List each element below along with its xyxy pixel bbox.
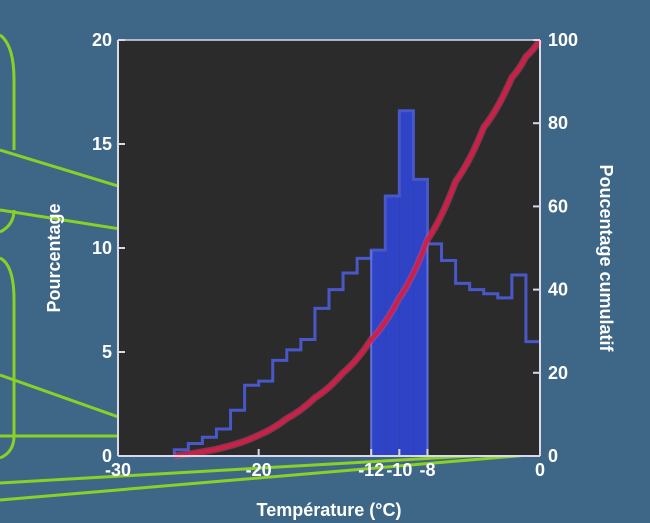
- y-tick-label-4: 20: [92, 30, 112, 50]
- y-tick-label-3: 15: [92, 134, 112, 154]
- y-tick-label-2: 10: [92, 238, 112, 258]
- x-axis-title: Température (°C): [257, 500, 402, 520]
- highlight-bar-14: [371, 250, 385, 456]
- x-tick-label-3: -10: [386, 460, 412, 480]
- plot-area: [118, 40, 540, 456]
- x-tick-label-5: 0: [535, 460, 545, 480]
- y2-tick-label-1: 20: [548, 363, 568, 383]
- y2-axis-title: Poucentage cumulatif: [596, 164, 616, 352]
- y2-tick-label-4: 80: [548, 113, 568, 133]
- x-tick-label-2: -12: [358, 460, 384, 480]
- y-axis-title: Pourcentage: [44, 203, 64, 312]
- y2-tick-label-5: 100: [548, 30, 578, 50]
- y2-tick-label-2: 40: [548, 280, 568, 300]
- y2-tick-label-0: 0: [548, 446, 558, 466]
- x-tick-label-1: -20: [246, 460, 272, 480]
- highlight-bar-17: [413, 179, 427, 456]
- highlight-bar-15: [385, 196, 399, 456]
- x-tick-label-0: -30: [105, 460, 131, 480]
- y2-tick-label-3: 60: [548, 196, 568, 216]
- y-tick-label-1: 5: [102, 342, 112, 362]
- x-tick-label-4: -8: [419, 460, 435, 480]
